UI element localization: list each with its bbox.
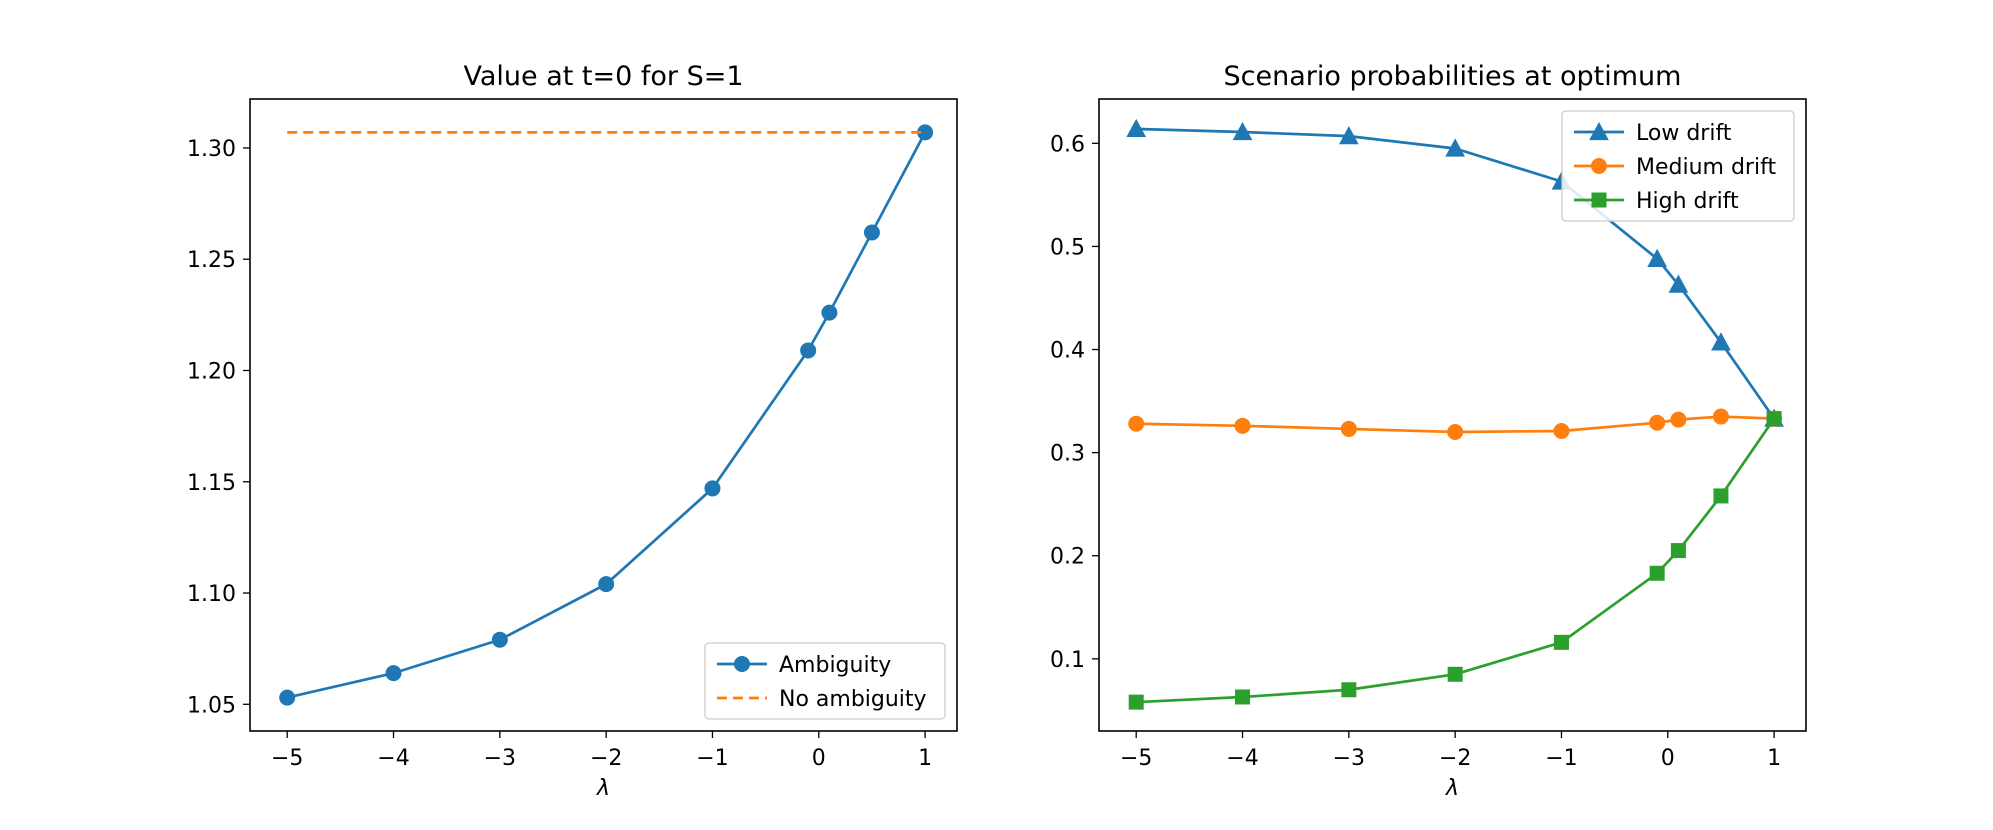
series-ambiguity — [279, 124, 934, 706]
x-tick-label: 1 — [918, 746, 932, 771]
legend: Low drift Medium drift High drift — [1561, 110, 1795, 222]
legend-box — [1561, 110, 1795, 222]
data-point — [863, 224, 880, 241]
chart-title: Scenario probabilities at optimum — [1224, 61, 1682, 92]
data-point — [1711, 332, 1731, 351]
x-tick-label: −5 — [1120, 746, 1152, 771]
legend-label: High drift — [1636, 189, 1739, 214]
data-point — [279, 689, 296, 706]
chart-panel-2: Scenario probabilities at optimum −5 −4 −3 −… — [1050, 61, 1807, 801]
x-tick-label: 1 — [1767, 746, 1781, 771]
series-line — [1136, 417, 1776, 704]
data-point — [1766, 411, 1782, 427]
x-tick-label: −2 — [1439, 746, 1471, 771]
data-point — [1447, 666, 1463, 682]
y-tick-label: 0.2 — [1050, 545, 1085, 570]
data-point — [1649, 565, 1665, 581]
x-tick-label: −2 — [590, 746, 622, 771]
data-point — [1713, 488, 1729, 504]
legend: Ambiguity No ambiguity — [704, 642, 946, 720]
data-point — [1339, 126, 1359, 145]
legend-box — [704, 642, 946, 720]
x-tick-label: −4 — [377, 746, 409, 771]
data-point — [598, 576, 615, 593]
y-tick-label: 0.6 — [1050, 132, 1085, 157]
data-point — [1340, 420, 1357, 437]
x-tick-label: −3 — [484, 746, 516, 771]
chart-panel-1: Value at t=0 for S=1 −5 −4 −3 −2 −1 0 1 1.05 1.10… — [187, 61, 958, 801]
y-tick-label: 1.15 — [187, 471, 236, 496]
y-tick-label: 1.20 — [187, 359, 236, 384]
y-tick-label: 0.4 — [1050, 339, 1085, 364]
x-tick-label: 0 — [1661, 746, 1675, 771]
x-tick-label: −4 — [1226, 746, 1258, 771]
data-point — [1128, 415, 1145, 432]
data-point — [491, 631, 508, 648]
legend-label: Low drift — [1636, 121, 1732, 146]
data-point — [1712, 408, 1729, 425]
data-point — [1553, 422, 1570, 439]
data-point — [1445, 138, 1465, 157]
data-point — [800, 342, 817, 359]
legend-label: Medium drift — [1636, 155, 1776, 180]
data-point — [1647, 248, 1667, 267]
data-point — [1235, 689, 1251, 705]
data-point — [1447, 424, 1464, 441]
y-tick-label: 0.3 — [1050, 442, 1085, 467]
series-high-drift — [1128, 411, 1782, 710]
plot-frame — [1098, 98, 1807, 732]
legend-marker — [1591, 158, 1607, 174]
legend-marker — [1591, 192, 1607, 208]
data-point — [1668, 274, 1689, 293]
x-axis-label: λ — [596, 776, 610, 801]
data-point — [385, 665, 402, 682]
y-tick-label: 1.25 — [187, 248, 236, 273]
chart-title: Value at t=0 for S=1 — [463, 61, 743, 92]
x-axis-label: λ — [1445, 776, 1459, 801]
y-tick-label: 1.30 — [187, 137, 236, 162]
series-medium-drift — [1128, 408, 1783, 441]
data-point — [1649, 414, 1666, 431]
y-tick-label: 0.5 — [1050, 235, 1085, 260]
x-tick-label: −3 — [1333, 746, 1365, 771]
data-point — [1670, 411, 1687, 428]
data-point — [1232, 121, 1253, 141]
data-point — [1234, 417, 1251, 434]
x-tick-label: −1 — [696, 746, 728, 771]
data-point — [1553, 634, 1569, 650]
data-point — [704, 480, 721, 497]
legend-label: No ambiguity — [779, 687, 927, 712]
legend-marker — [1589, 121, 1609, 141]
data-point — [1670, 543, 1686, 559]
data-point — [821, 304, 838, 321]
legend-label: Ambiguity — [779, 653, 891, 678]
y-tick-label: 0.1 — [1050, 648, 1085, 673]
legend-marker — [734, 656, 750, 672]
x-tick-label: −5 — [271, 746, 303, 771]
series-line — [286, 131, 927, 699]
y-tick-label: 1.05 — [187, 693, 236, 718]
plot-frame — [249, 98, 958, 732]
data-point — [1126, 118, 1147, 138]
x-tick-label: −1 — [1545, 746, 1577, 771]
data-point — [1128, 694, 1144, 710]
x-tick-label: 0 — [812, 746, 826, 771]
y-tick-label: 1.10 — [187, 582, 236, 607]
data-point — [1341, 682, 1357, 698]
